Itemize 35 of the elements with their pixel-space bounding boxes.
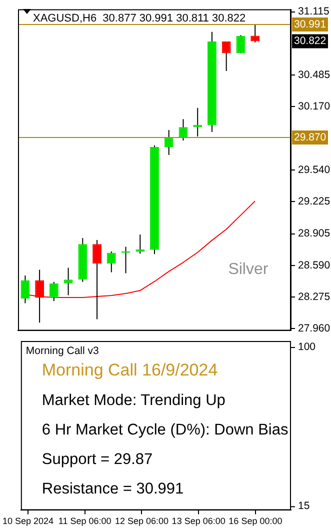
y-tick-label: 27.960 [298,322,330,335]
y-tick-label: 29.540 [298,164,330,176]
annotation: 30.822 [294,35,326,48]
y-tick-label: 28.275 [298,290,330,303]
ref-line-label: 30.991 [294,18,326,30]
candlestick [222,41,231,72]
y-tick-label: 28.590 [298,259,330,272]
text: 15 [298,500,310,512]
chart-title: XAGUSD,H6 30.877 30.991 30.811 30.822 [33,12,246,24]
annotation: Silver [228,261,269,278]
candlestick [20,274,30,304]
category-label: 10 Sep 2024 [2,516,54,526]
candlestick [136,234,145,254]
ref-line-label: 29.870 [294,131,326,144]
text: Market Mode: Trending Up [42,392,226,409]
category-label: 11 Sep 06:00 [58,516,112,526]
text: Morning Call 16/9/2024 [42,360,218,380]
y-tick-label: 29.225 [298,196,330,208]
category-label: 13 Sep 06:00 [172,516,226,526]
candlestick [178,118,188,142]
candlestick [64,267,73,296]
category-label: 16 Sep 00:00 [228,516,282,526]
text: 6 Hr Market Cycle (D%): Down Bias [42,421,288,438]
candlestick [236,34,246,54]
text: 100 [298,340,316,353]
y-tick-label: 30.485 [298,68,330,81]
candlestick [164,130,174,156]
text: Support = 29.87 [42,450,153,468]
text: Resistance = 30.991 [42,480,184,498]
candlestick [250,24,260,43]
text: Morning Call v3 [26,344,99,357]
y-tick-label: 28.905 [298,228,330,240]
y-tick-label: 31.115 [298,6,330,18]
y-tick-label: 30.170 [298,100,330,113]
category-label: 12 Sep 06:00 [114,516,169,526]
